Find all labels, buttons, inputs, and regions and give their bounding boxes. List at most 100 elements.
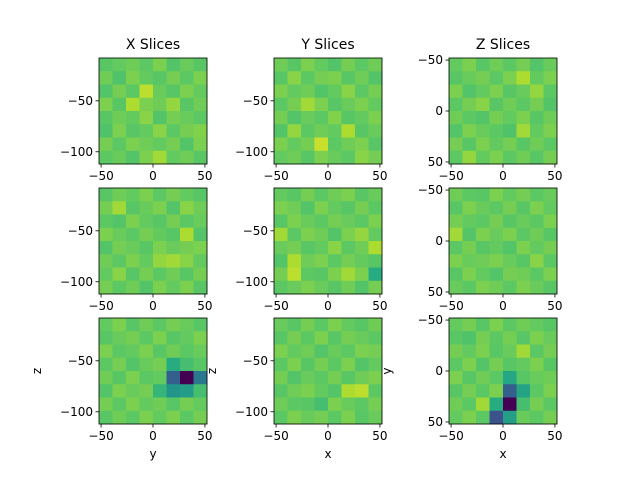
heatmap-cell: [476, 344, 490, 359]
heatmap-cell: [314, 71, 329, 85]
heatmap-cell: [516, 241, 531, 255]
heatmap-cell: [449, 201, 463, 215]
heatmap-cell: [153, 111, 167, 125]
heatmap-cell: [341, 227, 356, 242]
heatmap-cell: [166, 344, 181, 359]
heatmap-cell: [126, 201, 140, 215]
heatmap-cell: [166, 241, 181, 255]
heatmap-cell: [180, 201, 194, 215]
x-tick-label: 50: [197, 169, 212, 183]
heatmap-cell: [489, 384, 504, 398]
heatmap-cell: [355, 384, 369, 398]
heatmap-cell: [503, 241, 517, 255]
heatmap-cell: [449, 84, 463, 99]
heatmap-cell: [99, 331, 113, 345]
heatmap-cell: [112, 201, 127, 215]
heatmap-cell: [193, 397, 208, 412]
heatmap-cell: [314, 267, 329, 282]
x-tick-label: −50: [438, 169, 463, 183]
heatmap-cell: [449, 227, 463, 242]
heatmap-cell: [301, 137, 315, 152]
y-tick-label: −50: [418, 183, 443, 197]
heatmap-cell: [274, 58, 288, 72]
heatmap-cell: [180, 188, 194, 202]
heatmap-cell: [355, 71, 369, 85]
heatmap-cell: [112, 384, 127, 398]
heatmap-cell: [139, 227, 154, 242]
heatmap-cell: [503, 410, 517, 425]
heatmap-cell: [112, 84, 127, 99]
heatmap-cell: [180, 137, 194, 152]
heatmap-cell: [516, 214, 531, 229]
heatmap-cell: [449, 357, 463, 372]
heatmap-cell: [99, 111, 113, 125]
heatmap-cell: [153, 267, 167, 282]
heatmap-cell: [503, 318, 517, 332]
heatmap-cell: [153, 384, 167, 398]
heatmap-cell: [530, 227, 544, 242]
heatmap-cell: [153, 188, 167, 202]
heatmap-cell: [193, 84, 208, 99]
heatmap-cell: [516, 58, 531, 72]
x-tick-label: 50: [372, 429, 387, 443]
heatmap-cell: [341, 97, 356, 112]
heatmap-cell: [530, 357, 544, 372]
heatmap-cell: [126, 254, 140, 268]
heatmap-cell: [314, 384, 329, 398]
heatmap-cell: [516, 97, 531, 112]
heatmap-cell: [314, 97, 329, 112]
heatmap-cell: [314, 331, 329, 345]
heatmap-cell: [328, 150, 342, 165]
heatmap-cell: [516, 344, 531, 359]
heatmap-cell: [139, 150, 154, 165]
heatmap-cell: [449, 71, 463, 85]
heatmap-cell: [126, 267, 140, 282]
heatmap-cell: [503, 124, 517, 138]
heatmap-cell: [449, 214, 463, 229]
heatmap-cell: [368, 318, 383, 332]
heatmap-cell: [99, 344, 113, 359]
heatmap-cell: [287, 137, 302, 152]
heatmap-cell: [166, 227, 181, 242]
heatmap-cell: [368, 111, 383, 125]
heatmap-cell: [139, 397, 154, 412]
heatmap-cell: [543, 397, 558, 412]
heatmap-cell: [287, 344, 302, 359]
heatmap-cell: [274, 331, 288, 345]
heatmap-cell: [301, 124, 315, 138]
heatmap-cell: [180, 71, 194, 85]
heatmap-cell: [126, 280, 140, 295]
heatmap-cell: [368, 267, 383, 282]
heatmap-cell: [193, 344, 208, 359]
heatmap-cell: [328, 384, 342, 398]
heatmap-cell: [503, 227, 517, 242]
y-tick-label: −50: [243, 224, 268, 238]
heatmap-cell: [301, 318, 315, 332]
heatmap-cell: [274, 111, 288, 125]
heatmap-cell: [462, 214, 477, 229]
heatmap-cell: [489, 150, 504, 165]
subplot-title: X Slices: [126, 37, 180, 53]
heatmap-cell: [99, 84, 113, 99]
heatmap-cell: [368, 254, 383, 268]
heatmap-cell: [126, 124, 140, 138]
heatmap-cell: [341, 357, 356, 372]
heatmap-cell: [328, 280, 342, 295]
heatmap-cell: [449, 318, 463, 332]
heatmap-cell: [287, 280, 302, 295]
x-tick-label: −50: [88, 299, 113, 313]
heatmap-cell: [328, 241, 342, 255]
heatmap-cell: [99, 71, 113, 85]
heatmap-cell: [99, 241, 113, 255]
heatmap-cell: [462, 384, 477, 398]
heatmap-cell: [274, 241, 288, 255]
heatmap-cell: [516, 137, 531, 152]
heatmap-cell: [99, 280, 113, 295]
heatmap-cell: [516, 318, 531, 332]
heatmap-cell: [112, 58, 127, 72]
heatmap-cell: [153, 124, 167, 138]
heatmap-cell: [489, 371, 504, 385]
heatmap-cell: [516, 331, 531, 345]
heatmap-cell: [99, 410, 113, 425]
heatmap-cell: [180, 241, 194, 255]
